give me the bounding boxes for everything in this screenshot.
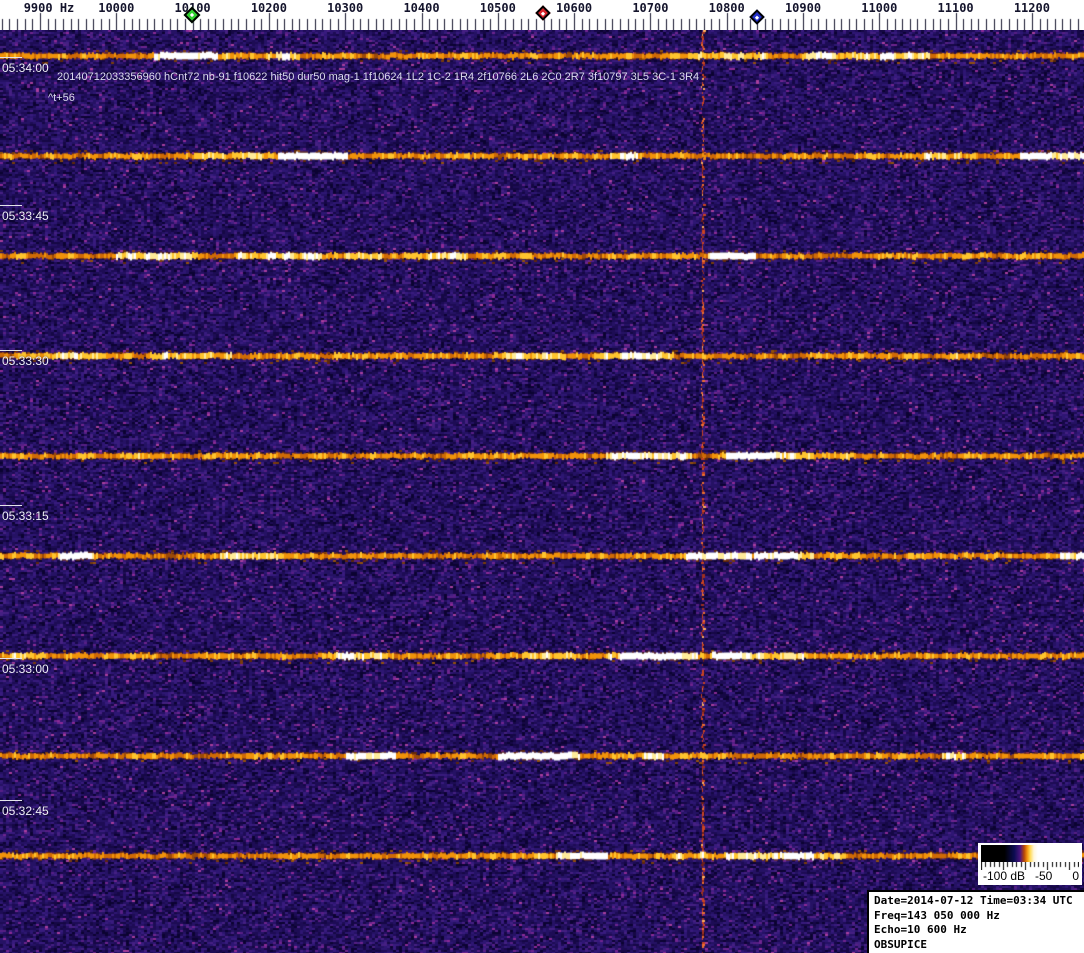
freq-label-10200: 10200 — [250, 1, 287, 15]
freq-label-10400: 10400 — [403, 1, 440, 15]
freq-label-10800: 10800 — [708, 1, 745, 15]
info-date-time: Date=2014-07-12 Time=03:34 UTC — [874, 894, 1073, 907]
colorbar-max-label: 0 — [1072, 869, 1079, 883]
time-tick — [0, 57, 22, 58]
time-tick — [0, 800, 22, 801]
freq-label-10500: 10500 — [479, 1, 516, 15]
blue-diamond-marker-center-dot — [754, 14, 760, 20]
freq-label-11100: 11100 — [937, 1, 974, 15]
time-label: 05:32:45 — [2, 804, 49, 818]
info-station: OBSUPICE — [874, 937, 927, 951]
freq-label-10000: 10000 — [98, 1, 135, 15]
time-tick — [0, 505, 22, 506]
time-label: 05:34:00 — [2, 61, 49, 75]
spectrogram-canvas — [0, 30, 1084, 953]
observation-info-box: Date=2014-07-12 Time=03:34 UTC Freq=143 … — [867, 890, 1084, 953]
freq-label-10700: 10700 — [632, 1, 669, 15]
freq-label-9900: 9900 Hz — [23, 1, 75, 15]
time-tick — [0, 205, 22, 206]
colorbar-gradient — [981, 845, 1079, 862]
time-label: 05:33:15 — [2, 509, 49, 523]
freq-label-10900: 10900 — [784, 1, 822, 15]
time-tick — [0, 658, 22, 659]
info-frequency: Freq=143 050 000 Hz — [874, 908, 1000, 922]
freq-label-11000: 11000 — [861, 1, 898, 15]
time-label: 05:33:45 — [2, 209, 49, 223]
time-label: 05:33:00 — [2, 662, 49, 676]
green-diamond-marker-center-dot — [189, 12, 195, 18]
freq-label-11200: 11200 — [1013, 1, 1050, 15]
trigger-annotation: ^t+56 — [48, 92, 75, 104]
info-echo: Echo=10 600 Hz — [874, 923, 967, 936]
colorbar-mid-label: -50 — [1035, 869, 1053, 883]
colorbar: -100 dB -50 0 — [978, 843, 1082, 885]
frequency-ruler: 9900 Hz100001010010200103001040010500106… — [0, 0, 1084, 30]
time-label: 05:33:30 — [2, 354, 49, 368]
freq-label-10600: 10600 — [556, 1, 593, 15]
red-diamond-marker-center-dot — [540, 10, 546, 16]
colorbar-ticks-canvas — [981, 862, 1079, 870]
freq-label-10300: 10300 — [327, 1, 364, 15]
time-tick — [0, 350, 22, 351]
colorbar-min-label: -100 dB — [983, 869, 1026, 883]
detection-annotation: 20140712033356960 hCnt72 nb-91 f10622 hi… — [57, 71, 700, 83]
